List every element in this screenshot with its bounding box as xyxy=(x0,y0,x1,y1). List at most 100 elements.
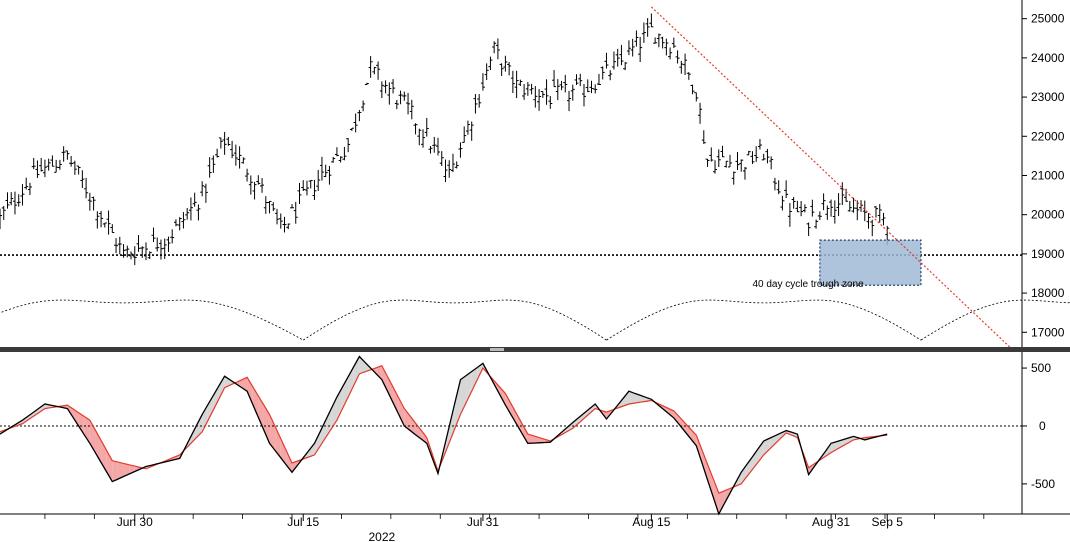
ohlc-bar xyxy=(862,200,867,222)
ohlc-bar xyxy=(368,56,373,78)
ohlc-bar xyxy=(24,177,29,190)
ohlc-bar xyxy=(641,22,646,43)
ohlc-bar xyxy=(450,153,455,173)
panel-splitter[interactable] xyxy=(0,347,1070,352)
ohlc-bar xyxy=(188,197,193,221)
splitter-grip-icon[interactable] xyxy=(490,348,504,351)
ohlc-bar xyxy=(510,70,515,94)
ohlc-bar xyxy=(713,160,718,174)
oscillator-fill xyxy=(522,423,528,444)
ohlc-bar xyxy=(619,44,624,66)
oscillator-fill xyxy=(454,379,461,429)
oscillator-fill xyxy=(331,397,337,429)
ohlc-bar xyxy=(787,203,792,227)
oscillator-fill xyxy=(235,379,242,388)
oscillator-fill xyxy=(78,412,85,435)
ohlc-bar xyxy=(263,196,268,214)
ohlc-bar xyxy=(394,100,399,110)
oscillator-fill xyxy=(22,416,29,424)
ohlc-bar xyxy=(110,224,115,233)
oscillator-fill xyxy=(673,410,680,425)
cycle-arc xyxy=(0,299,304,341)
ohlc-bar xyxy=(248,175,253,195)
ohlc-bar xyxy=(376,61,381,80)
ohlc-bar xyxy=(140,246,145,258)
ohlc-bar xyxy=(211,155,216,173)
ohlc-bar xyxy=(417,128,422,146)
ohlc-bar xyxy=(439,151,444,167)
ohlc-bar xyxy=(12,191,17,215)
ohlc-bar xyxy=(125,245,130,258)
ohlc-bar xyxy=(383,80,388,94)
oscillator-fill xyxy=(696,435,702,463)
ohlc-bar xyxy=(69,155,74,167)
price-tick-label: 21000 xyxy=(1031,168,1065,182)
oscillator-axis-ticks: 500 0 -500 xyxy=(1022,361,1055,491)
ohlc-bar xyxy=(608,70,613,81)
oscillator-fill xyxy=(527,434,534,444)
ohlc-bar xyxy=(260,178,265,193)
ohlc-bar xyxy=(192,192,197,207)
ohlc-bar xyxy=(379,81,384,99)
ohlc-bar xyxy=(409,99,414,120)
date-tick-label: Sep 5 xyxy=(872,515,904,529)
ohlc-bar xyxy=(604,52,609,69)
price-tick-label: 19000 xyxy=(1031,247,1065,261)
oscillator-fill xyxy=(758,441,764,463)
oscillator-fill xyxy=(713,478,719,514)
ohlc-bar xyxy=(507,62,512,76)
oscillator-fill xyxy=(842,438,848,447)
ohlc-bar xyxy=(278,213,283,229)
ohlc-bar xyxy=(80,170,85,189)
ohlc-bar xyxy=(338,156,343,163)
ohlc-bar xyxy=(293,201,298,224)
trough-zone xyxy=(819,239,922,286)
ohlc-bar xyxy=(76,165,81,175)
ohlc-bar xyxy=(694,92,699,102)
oscillator-fill xyxy=(387,376,394,403)
ohlc-bar xyxy=(559,80,564,91)
ohlc-bar xyxy=(42,159,47,178)
ohlc-bar xyxy=(286,223,291,230)
ohlc-bar xyxy=(462,126,467,143)
ohlc-bar xyxy=(544,79,549,105)
cycle-arc xyxy=(303,299,607,341)
ohlc-bar xyxy=(316,169,321,191)
ohlc-bar xyxy=(144,242,148,261)
ohlc-bar xyxy=(540,91,545,98)
ohlc-bar xyxy=(814,219,819,229)
ohlc-bar xyxy=(844,188,849,202)
oscillator-fill xyxy=(741,464,747,484)
ohlc-bar xyxy=(290,204,294,209)
ohlc-bar xyxy=(851,197,856,213)
ohlc-bar xyxy=(218,137,223,149)
oscillator-fill xyxy=(466,371,472,403)
ohlc-bar xyxy=(331,156,336,163)
oscillator-fill xyxy=(679,416,686,432)
ohlc-bar xyxy=(301,180,306,192)
oscillator-fill xyxy=(701,449,708,480)
ohlc-bar xyxy=(230,140,235,159)
ohlc-bar xyxy=(799,201,804,217)
ohlc-bar xyxy=(780,195,785,211)
price-tick-label: 22000 xyxy=(1031,129,1065,143)
oscillator-fill xyxy=(791,432,798,438)
ohlc-bar xyxy=(728,154,732,168)
oscillator-fill xyxy=(690,429,697,446)
ohlc-bar xyxy=(177,217,182,231)
ohlc-bar xyxy=(802,204,807,213)
ohlc-bar xyxy=(275,208,280,225)
ohlc-bar xyxy=(877,204,882,223)
oscillator-fill xyxy=(381,365,388,392)
ohlc-bar xyxy=(136,235,141,252)
ohlc-bar xyxy=(222,131,227,155)
ohlc-bar xyxy=(690,84,695,95)
oscillator-fill xyxy=(308,443,315,457)
ohlc-bar xyxy=(334,147,339,157)
ohlc-bar xyxy=(563,74,568,93)
oscillator-fill xyxy=(348,366,354,398)
ohlc-bar xyxy=(312,179,317,200)
ohlc-bar xyxy=(514,70,519,99)
ohlc-bar xyxy=(668,47,673,60)
ohlc-bar xyxy=(342,146,347,161)
